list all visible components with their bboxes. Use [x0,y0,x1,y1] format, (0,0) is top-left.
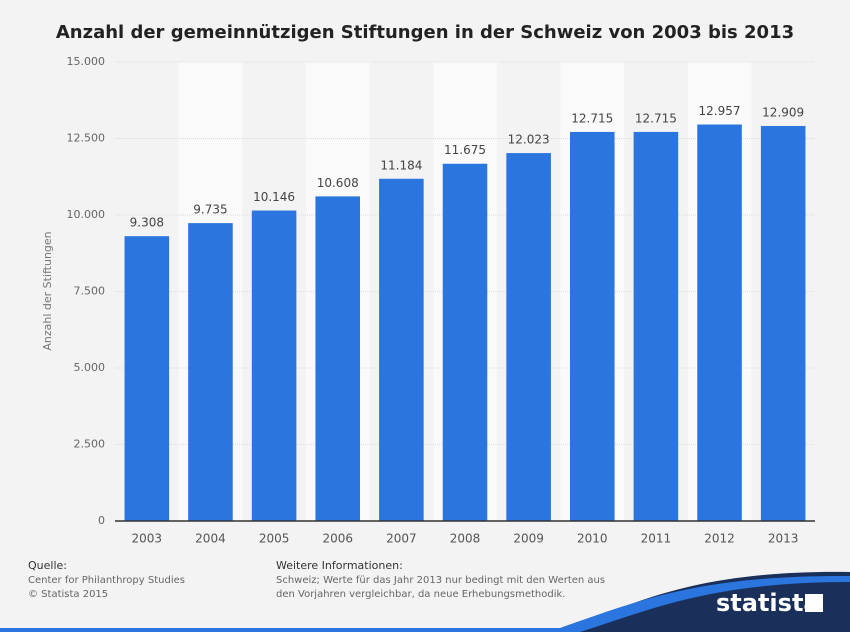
value-label: 12.957 [699,104,741,118]
bar [251,210,297,521]
x-tick-label: 2008 [450,532,481,546]
y-tick-label: 0 [98,514,105,527]
x-tick-label: 2006 [322,532,353,546]
x-tick-label: 2011 [641,532,672,546]
value-label: 10.146 [253,190,295,204]
footer-swoosh [560,571,850,632]
x-tick-label: 2010 [577,532,608,546]
value-label: 11.184 [380,158,422,172]
y-tick-label: 2.500 [74,438,106,451]
info-line: den Vorjahren vergleichbar, da neue Erhe… [276,589,565,600]
bar [442,163,488,521]
footer-stripe [0,575,850,632]
logo: statista [716,589,820,617]
info-line: Schweiz; Werte für das Jahr 2013 nur bed… [276,575,605,586]
logo-icon [805,594,823,612]
x-tick-label: 2004 [195,532,226,546]
bar [633,131,679,521]
value-label: 9.735 [193,203,227,217]
copyright: © Statista 2015 [28,589,108,600]
source: Center for Philanthropy Studies [28,575,185,586]
value-label: 10.608 [317,176,359,190]
value-label: 9.308 [130,216,164,230]
value-label: 12.023 [508,133,550,147]
value-label: 12.715 [635,111,677,125]
x-tick-label: 2003 [132,532,163,546]
bar [379,178,424,521]
bar [188,223,233,521]
bar [697,124,742,521]
x-tick-label: 2012 [704,532,735,546]
source-label: Quelle: [28,559,67,572]
y-tick-label: 5.000 [74,361,106,374]
x-tick-label: 2007 [386,532,417,546]
value-label: 12.715 [571,111,613,125]
x-tick-label: 2009 [513,532,544,546]
bar [570,131,615,521]
info-label: Weitere Informationen: [276,559,403,572]
chart-title: Anzahl der gemeinnützigen Stiftungen in … [56,22,794,43]
y-tick-label: 12.500 [67,132,106,145]
bar [315,196,360,521]
bar [506,153,551,522]
bar [124,236,170,521]
value-label: 11.675 [444,143,486,157]
bar [760,125,806,522]
y-axis-label: Anzahl der Stiftungen [41,231,54,350]
y-tick-label: 7.500 [74,285,106,298]
y-tick-label: 10.000 [67,208,106,221]
y-tick-label: 15.000 [67,55,106,68]
x-tick-label: 2013 [768,532,799,546]
value-label: 12.909 [762,105,804,119]
x-tick-label: 2005 [259,532,290,546]
